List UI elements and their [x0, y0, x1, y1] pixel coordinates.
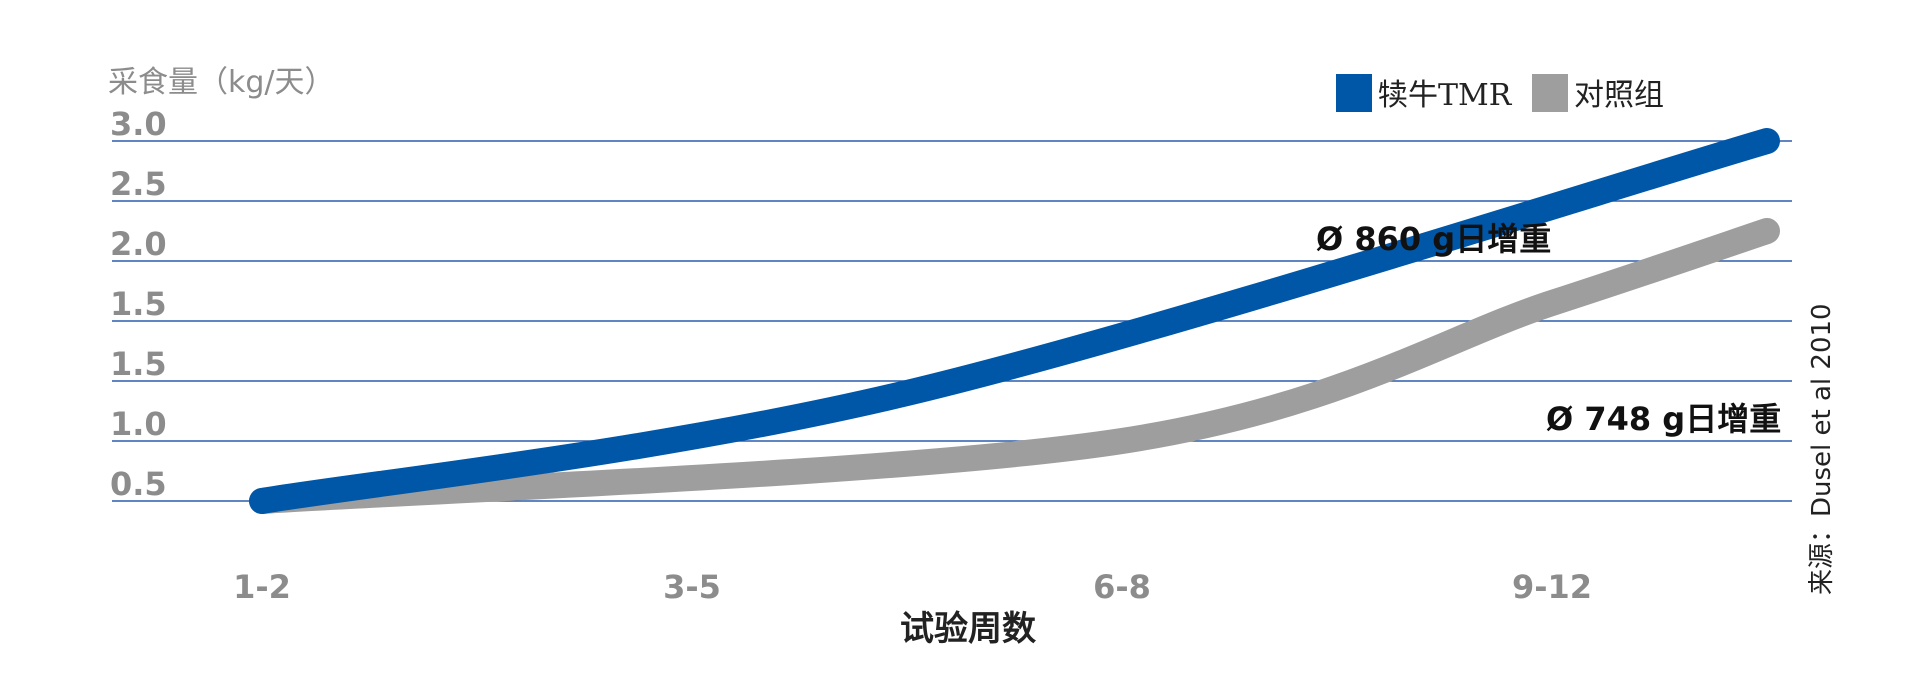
x-tick-label: 3-5 — [663, 568, 721, 606]
legend-label-tmr: 犊牛TMR — [1378, 78, 1513, 113]
x-tick-label: 1-2 — [233, 568, 291, 606]
x-tick-labels: 1-2 3-5 6-8 9-12 — [233, 568, 1592, 606]
source-note: 来源：Dusel et al 2010 — [1807, 303, 1837, 595]
series-line-control — [249, 218, 1780, 514]
series-line-tmr — [249, 128, 1780, 514]
y-tick-label: 2.0 — [110, 225, 167, 263]
legend: 犊牛TMR 对照组 — [1336, 74, 1664, 113]
x-tick-label: 6-8 — [1093, 568, 1151, 606]
series-lines — [249, 128, 1780, 514]
annotation-tmr: Ø 860 g日增重 — [1316, 220, 1551, 258]
y-tick-label: 1.5 — [110, 345, 167, 383]
legend-label-control: 对照组 — [1574, 78, 1664, 113]
y-tick-label: 0.5 — [110, 465, 167, 503]
legend-swatch-control — [1532, 74, 1568, 112]
annotation-control: Ø 748 g日增重 — [1546, 400, 1781, 438]
y-tick-label: 1.5 — [110, 285, 167, 323]
y-tick-label: 3.0 — [110, 105, 167, 143]
x-axis-label: 试验周数 — [900, 609, 1036, 649]
y-tick-label: 1.0 — [110, 405, 167, 443]
x-tick-label: 9-12 — [1512, 568, 1592, 606]
y-axis-label: 采食量（kg/天） — [108, 65, 335, 100]
y-tick-label: 2.5 — [110, 165, 167, 203]
legend-swatch-tmr — [1336, 74, 1372, 112]
y-tick-labels: 3.0 2.5 2.0 1.5 1.5 1.0 0.5 — [110, 105, 167, 503]
